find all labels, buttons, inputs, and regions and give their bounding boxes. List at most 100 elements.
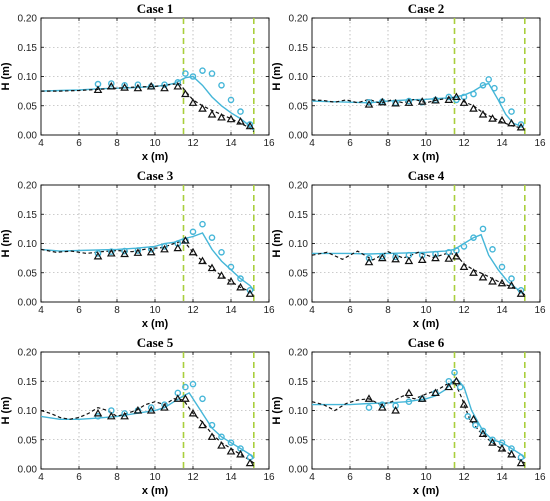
x-tick-label-5: 14 [496,305,508,316]
y-axis-label: H (m) [0,396,12,424]
triangle-marker-9 [469,104,478,112]
triangle-marker-13 [507,449,516,458]
triangle-marker-10 [207,263,217,272]
x-tick-label-2: 8 [385,138,391,149]
triangle-marker-8 [188,408,198,417]
x-tick-label-4: 12 [458,305,470,316]
triangle-marker-7 [181,236,190,244]
circle-marker-2 [121,81,128,89]
dashed-line-series [311,250,526,296]
circle-marker-11 [218,81,225,89]
triangle-marker-1 [106,248,116,257]
triangle-marker-3 [133,83,143,92]
triangle-marker-7 [181,394,190,402]
x-tick-label-3: 10 [149,472,161,483]
circle-marker-11 [218,433,225,441]
y-tick-label-1: 0.05 [289,268,309,279]
chart-panel-1: 4 6 8 10 12 14 16 0.00 0.05 0.10 0.15 0.20 x (m) H (m… [0,1,275,163]
plot-frame [311,17,541,136]
x-tick-label-0: 4 [38,138,44,149]
circle-marker-0 [365,404,373,411]
x-tick-label-6: 16 [534,305,546,316]
circle-marker-13 [498,96,506,104]
circle-marker-11 [218,248,225,256]
chart-panel-4: 4 6 8 10 12 14 16 0.00 0.05 0.10 0.15 0.20 x (m) H (m… [271,168,546,330]
circle-marker-2 [392,253,399,261]
circle-marker-0 [365,98,373,106]
circle-marker-14 [517,286,525,294]
triangle-marker-7 [452,376,461,385]
triangle-marker-5 [431,95,440,104]
circle-marker-7 [182,383,189,391]
circle-marker-6 [445,93,453,101]
x-tick-label-6: 16 [263,305,275,316]
circle-marker-2 [121,410,128,417]
circle-marker-2 [392,402,399,410]
circle-marker-12 [227,439,235,446]
chart-title: Case 4 [408,168,445,183]
x-tick-label-5: 14 [496,472,508,483]
y-tick-label-2: 0.10 [289,239,309,250]
triangle-marker-14 [245,458,255,467]
y-tick-label-4: 0.20 [289,14,309,25]
chart-title: Case 5 [137,335,174,350]
triangle-marker-0 [93,251,103,260]
y-tick-label-4: 0.20 [289,181,309,192]
x-axis-label: x (m) [413,318,440,330]
circle-marker-14 [508,108,515,115]
triangle-marker-8 [188,98,198,106]
x-tick-label-4: 12 [187,305,199,316]
plot-frame [311,184,541,303]
circle-marker-2 [121,247,128,255]
triangle-marker-11 [488,438,497,446]
triangle-marker-4 [146,81,156,90]
circle-marker-5 [161,401,168,408]
x-tick-label-1: 6 [76,472,82,483]
x-axis-label: x (m) [413,151,440,163]
x-tick-label-5: 14 [225,305,237,316]
circle-marker-9 [464,413,472,420]
y-tick-label-0: 0.00 [18,465,38,476]
x-tick-label-5: 14 [225,138,237,149]
triangle-marker-9 [198,420,207,429]
circle-marker-13 [237,275,244,282]
y-axis-label: H (m) [271,396,283,424]
y-tick-label-3: 0.15 [289,210,309,221]
triangle-marker-6 [173,243,183,252]
circle-marker-10 [208,234,216,241]
circle-marker-9 [199,395,206,403]
triangle-marker-8 [188,247,198,256]
triangle-marker-10 [478,272,488,281]
x-tick-label-6: 16 [534,472,546,483]
y-tick-label-4: 0.20 [18,14,38,25]
solid-line-series [40,75,255,131]
chart-panel-3: 4 6 8 10 12 14 16 0.00 0.05 0.10 0.15 0.20 x (m) H (m… [0,168,275,330]
triangle-marker-11 [488,277,497,285]
triangle-marker-5 [160,83,169,92]
circle-marker-5 [161,243,168,250]
circle-marker-4 [147,246,155,253]
circle-marker-8 [460,243,468,250]
y-tick-label-3: 0.15 [289,377,309,388]
y-axis-label: H (m) [271,62,283,90]
x-axis-label: x (m) [413,485,440,497]
triangle-marker-2 [120,83,129,91]
triangle-marker-8 [459,98,469,106]
triangle-marker-13 [507,281,516,289]
x-tick-label-3: 10 [149,305,161,316]
triangle-marker-3 [133,248,143,256]
chart-title: Case 6 [408,335,445,350]
circle-marker-15 [517,121,525,128]
y-tick-label-1: 0.05 [18,268,38,279]
x-tick-label-4: 12 [187,138,199,149]
triangle-marker-2 [120,411,129,420]
triangle-marker-1 [377,97,387,106]
x-tick-label-1: 6 [347,138,353,149]
triangle-marker-12 [497,115,507,124]
circle-marker-12 [491,84,498,92]
triangle-marker-11 [488,114,497,122]
circle-marker-5 [161,81,168,88]
circle-marker-0 [94,250,102,257]
circle-marker-14 [246,286,254,294]
triangle-marker-14 [245,289,255,297]
